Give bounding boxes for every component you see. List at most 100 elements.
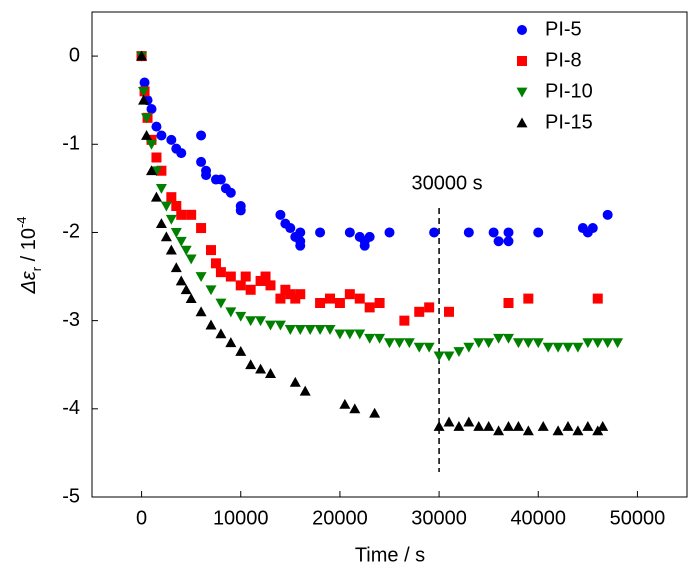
point	[334, 298, 345, 308]
point	[255, 363, 267, 374]
point	[150, 191, 162, 202]
point	[274, 320, 286, 331]
point	[295, 289, 306, 300]
point	[483, 420, 495, 431]
point	[196, 130, 207, 141]
x-tick-label: 50000	[610, 507, 666, 529]
point	[146, 104, 157, 114]
point	[587, 223, 598, 234]
point	[150, 166, 162, 177]
point	[160, 231, 172, 242]
y-label-text: / 10	[18, 228, 40, 267]
point	[205, 319, 217, 330]
point	[552, 425, 564, 436]
point	[444, 306, 454, 317]
point	[453, 420, 465, 431]
point	[151, 121, 162, 132]
point	[488, 227, 499, 238]
point	[433, 351, 445, 362]
point	[166, 134, 177, 145]
point	[503, 298, 514, 308]
point	[225, 307, 237, 318]
point	[166, 192, 177, 203]
point	[175, 236, 187, 247]
point	[369, 407, 381, 418]
point	[255, 316, 267, 327]
point	[275, 293, 286, 304]
point	[285, 223, 296, 234]
point	[602, 338, 614, 349]
legend-label: PI-5	[545, 18, 582, 40]
point	[423, 342, 435, 353]
point	[602, 209, 613, 220]
point	[384, 338, 395, 349]
point	[503, 420, 514, 431]
point	[146, 134, 157, 145]
point	[155, 218, 167, 229]
point	[146, 165, 157, 176]
point	[160, 201, 172, 212]
point	[443, 416, 455, 427]
point	[374, 298, 385, 308]
point	[493, 236, 504, 247]
point	[265, 280, 276, 291]
point	[265, 368, 276, 378]
point	[503, 236, 514, 247]
point	[295, 240, 306, 251]
point	[260, 271, 271, 282]
x-tick-label: 10000	[213, 507, 269, 529]
point	[364, 333, 376, 344]
point	[139, 77, 150, 88]
point	[180, 284, 192, 295]
point	[240, 271, 251, 282]
point	[141, 113, 153, 124]
legend-marker	[517, 56, 527, 66]
point	[186, 209, 197, 220]
point	[582, 338, 594, 349]
point	[512, 420, 524, 431]
point	[433, 420, 445, 431]
point	[138, 86, 150, 97]
point	[393, 338, 405, 349]
point	[572, 425, 584, 436]
point	[424, 302, 435, 313]
point	[141, 129, 153, 140]
point	[354, 329, 366, 340]
point	[146, 139, 157, 150]
annotation-text: 30000 s	[411, 172, 482, 194]
point	[196, 223, 207, 234]
x-tick-label: 20000	[312, 507, 368, 529]
x-axis-label: Time / s	[355, 544, 425, 566]
point	[592, 338, 604, 349]
point	[483, 338, 495, 349]
point	[324, 325, 336, 335]
y-tick-label: -1	[62, 133, 80, 155]
point	[443, 351, 455, 362]
point	[522, 425, 534, 436]
point	[562, 420, 574, 431]
point	[151, 152, 162, 163]
point	[344, 329, 356, 340]
point	[265, 320, 276, 331]
point	[215, 267, 226, 278]
point	[225, 187, 236, 198]
point	[399, 315, 410, 326]
point	[235, 311, 247, 322]
y-label-sup: -4	[14, 216, 29, 228]
point	[206, 245, 216, 256]
point	[235, 280, 246, 291]
point	[294, 325, 306, 335]
point	[315, 227, 326, 238]
point	[235, 346, 247, 356]
plot-frame	[91, 11, 688, 498]
point	[225, 337, 237, 348]
point	[196, 156, 207, 167]
point	[522, 338, 534, 349]
x-tick-label: 30000	[411, 507, 467, 529]
x-tick-label: 40000	[510, 507, 566, 529]
point	[170, 262, 182, 273]
point	[344, 289, 355, 300]
point	[165, 244, 177, 255]
point	[512, 338, 524, 349]
point	[403, 338, 415, 349]
